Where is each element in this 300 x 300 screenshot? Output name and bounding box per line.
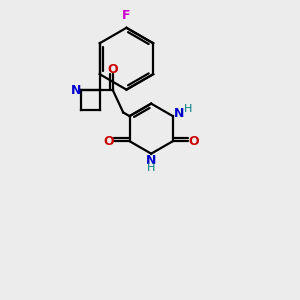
- Text: H: H: [147, 163, 155, 172]
- Text: O: O: [103, 135, 114, 148]
- Text: N: N: [71, 84, 81, 97]
- Text: N: N: [174, 107, 184, 120]
- Text: O: O: [188, 135, 199, 148]
- Text: H: H: [183, 104, 192, 114]
- Text: O: O: [108, 63, 118, 76]
- Text: F: F: [122, 9, 131, 22]
- Text: N: N: [146, 154, 156, 167]
